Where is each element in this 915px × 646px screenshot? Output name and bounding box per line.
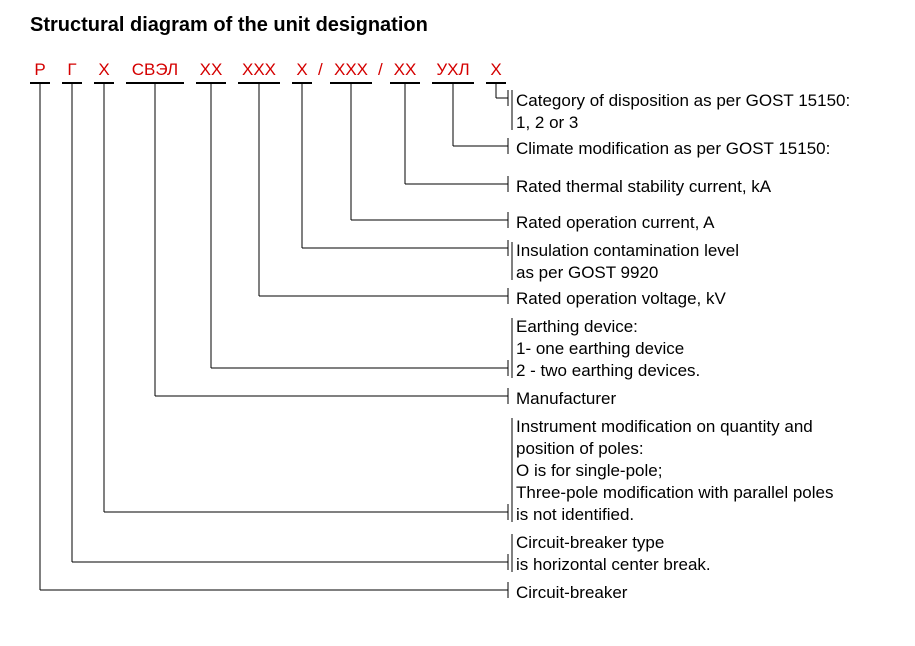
description-1: Circuit-breaker type is horizontal cente… [516,532,711,576]
description-3: Manufacturer [516,388,616,410]
description-10: Category of disposition as per GOST 1515… [516,90,850,134]
description-9: Climate modification as per GOST 15150: [516,138,830,160]
description-7: Rated operation current, A [516,212,714,234]
description-2: Instrument modification on quantity and … [516,416,834,526]
description-6: Insulation contamination level as per GO… [516,240,739,284]
description-8: Rated thermal stability current, kA [516,176,771,198]
description-0: Circuit-breaker [516,582,627,604]
description-5: Rated operation voltage, kV [516,288,726,310]
page-title: Structural diagram of the unit designati… [30,14,428,37]
description-4: Earthing device: 1- one earthing device … [516,316,700,382]
